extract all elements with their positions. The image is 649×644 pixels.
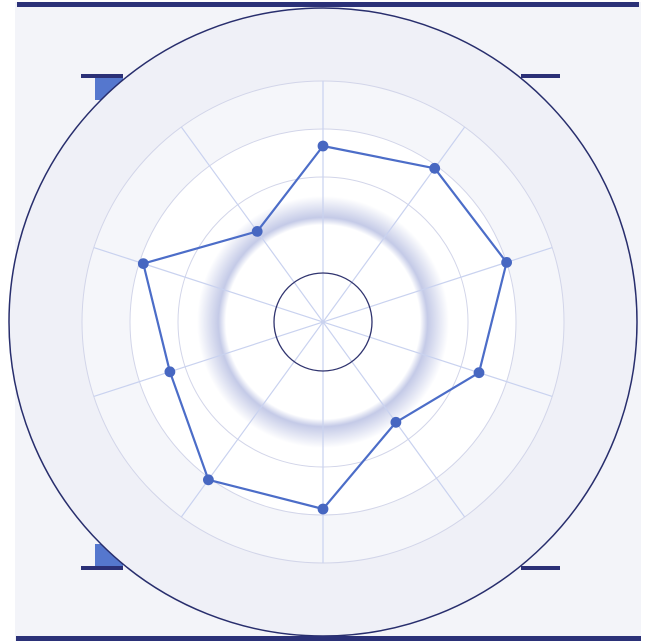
data-point-dot bbox=[251, 226, 263, 237]
right-lower-tick-mark bbox=[521, 566, 560, 570]
data-point-dot bbox=[501, 257, 512, 268]
left-lower-tick-mark bbox=[81, 566, 123, 570]
data-point-dot bbox=[429, 162, 441, 174]
bottom-frame-bar bbox=[16, 636, 641, 641]
data-point-dot bbox=[473, 367, 485, 379]
left-upper-tick-mark bbox=[81, 74, 123, 78]
data-point-dot bbox=[317, 503, 329, 515]
data-point-dot bbox=[137, 258, 149, 269]
axis-spokes bbox=[93, 81, 553, 563]
top-frame-bar bbox=[17, 2, 639, 7]
data-point-dot bbox=[390, 416, 402, 428]
data-points bbox=[137, 140, 512, 515]
data-point-dot bbox=[203, 474, 214, 486]
data-point-dot bbox=[164, 366, 176, 378]
right-upper-tick-mark bbox=[521, 74, 560, 78]
data-point-dot bbox=[317, 140, 329, 152]
inner-reference-circle bbox=[273, 272, 373, 372]
